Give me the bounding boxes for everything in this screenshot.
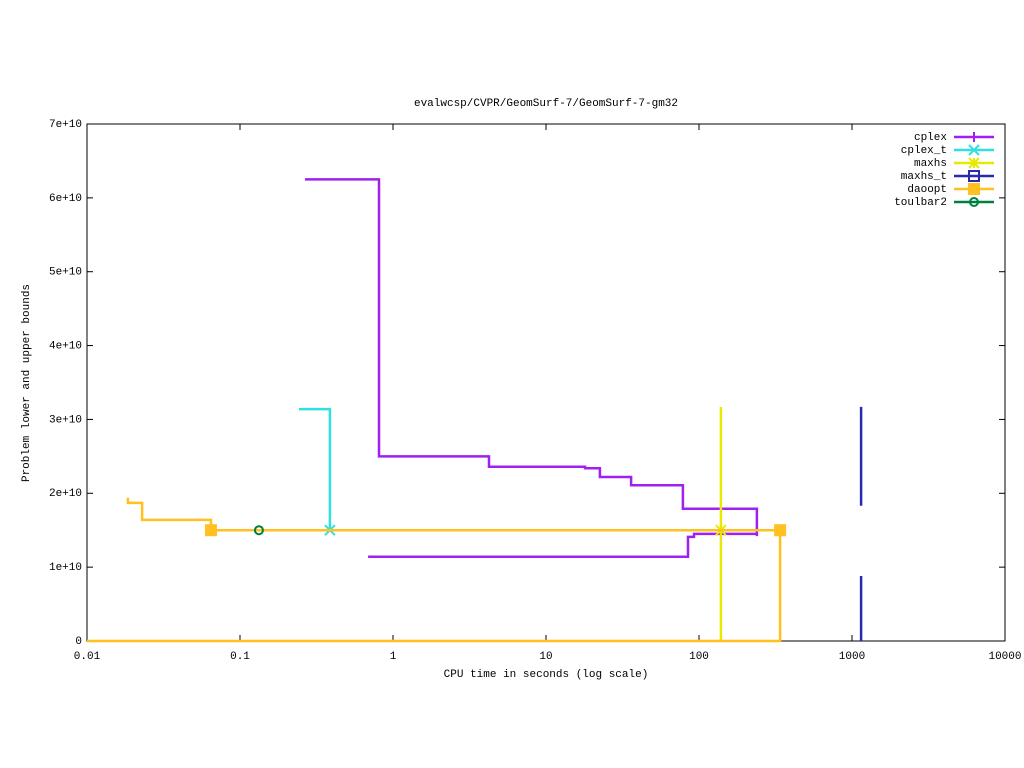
y-tick-label: 2e+10: [49, 488, 82, 500]
x-tick-label: 1: [390, 651, 397, 663]
marker: [774, 524, 787, 537]
y-tick-label: 3e+10: [49, 414, 82, 426]
legend-label: cplex_t: [901, 145, 947, 157]
x-tick-label: 0.01: [74, 651, 101, 663]
y-tick-label: 1e+10: [49, 562, 82, 574]
marker: [969, 132, 979, 142]
series-line: [87, 497, 782, 643]
x-axis-label: CPU time in seconds (log scale): [444, 669, 649, 681]
y-tick-label: 0: [75, 636, 82, 648]
y-tick-label: 4e+10: [49, 340, 82, 352]
legend-label: toulbar2: [894, 197, 947, 209]
marker: [204, 524, 217, 537]
legend-label: cplex: [914, 132, 947, 144]
x-tick-label: 1000: [839, 651, 865, 663]
y-tick-label: 7e+10: [49, 119, 82, 131]
series-line: [299, 407, 332, 531]
x-tick-label: 100: [689, 651, 709, 663]
marker: [968, 144, 980, 156]
marker: [968, 170, 980, 182]
plot-frame: [86, 123, 1006, 642]
y-tick-label: 6e+10: [49, 193, 82, 205]
marker: [969, 197, 979, 207]
x-tick-label: 0.1: [230, 651, 250, 663]
x-tick-label: 10000: [988, 651, 1021, 663]
chart-title: evalwcsp/CVPR/GeomSurf-7/GeomSurf-7-gm32: [414, 98, 678, 110]
legend-label: maxhs: [914, 158, 947, 170]
y-axis-label: Problem lower and upper bounds: [21, 284, 33, 482]
series-line: [305, 178, 759, 559]
x-tick-label: 10: [539, 651, 552, 663]
legend-label: maxhs_t: [901, 171, 947, 183]
legend-label: daoopt: [907, 184, 947, 196]
marker: [253, 525, 264, 536]
marker: [968, 183, 980, 195]
marker: [968, 157, 980, 169]
y-tick-label: 5e+10: [49, 267, 82, 279]
